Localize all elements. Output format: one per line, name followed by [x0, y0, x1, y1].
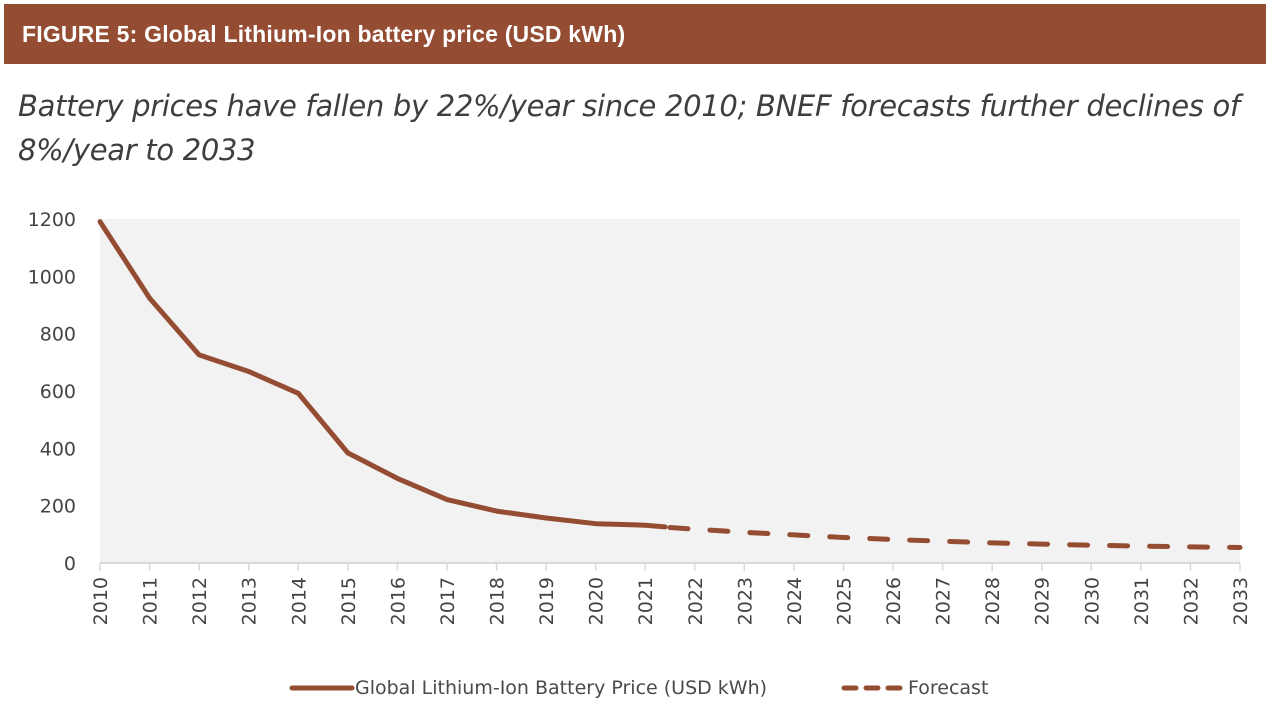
x-tick-label: 2032 — [1180, 577, 1202, 625]
x-tick-label: 2018 — [487, 577, 509, 625]
x-tick-label: 2010 — [90, 577, 112, 625]
x-tick-label: 2028 — [982, 577, 1004, 625]
x-tick-label: 2025 — [833, 577, 855, 625]
solid-line-swatch-icon — [289, 685, 355, 691]
dashed-line-swatch-icon — [841, 685, 908, 691]
y-tick-label: 1000 — [28, 266, 76, 288]
y-tick-label: 400 — [40, 438, 76, 460]
chart-legend: Global Lithium-Ion Battery Price (USD kW… — [0, 673, 1270, 703]
legend-label-forecast: Forecast — [908, 677, 989, 699]
x-tick-label: 2027 — [933, 577, 955, 625]
x-tick-label: 2024 — [784, 577, 806, 625]
x-tick-label: 2031 — [1131, 577, 1153, 625]
x-tick-label: 2022 — [685, 577, 707, 625]
chart-subtitle: Battery prices have fallen by 22%/year s… — [18, 89, 1240, 167]
y-tick-label: 200 — [40, 496, 76, 518]
y-tick-label: 0 — [64, 553, 76, 575]
plot-area — [100, 219, 1240, 563]
legend-label-price: Global Lithium-Ion Battery Price (USD kW… — [355, 677, 768, 699]
x-tick-label: 2012 — [189, 577, 211, 625]
y-tick-label: 800 — [40, 324, 76, 346]
x-tick-label: 2030 — [1081, 577, 1103, 625]
series-layer — [97, 219, 1243, 550]
y-tick-label: 1200 — [28, 209, 76, 231]
price-line — [97, 219, 668, 530]
x-tick-label: 2013 — [239, 577, 261, 625]
x-tick-label: 2033 — [1230, 577, 1252, 625]
y-tick-label: 600 — [40, 381, 76, 403]
x-tick-label: 2014 — [288, 577, 310, 625]
x-tick-label: 2021 — [635, 577, 657, 625]
x-tick-label: 2011 — [140, 577, 162, 625]
x-tick-label: 2020 — [586, 577, 608, 625]
y-axis: 0 200 400 600 800 1000 1200 — [28, 209, 76, 575]
x-tick-label: 2026 — [883, 577, 905, 625]
x-tick-label: 2015 — [338, 577, 360, 625]
legend-item-forecast: Forecast — [840, 673, 988, 703]
x-tick-label: 2023 — [734, 577, 756, 625]
x-axis: 2010 2011 2012 2013 2014 2015 2016 2017 2018 2019… — [90, 562, 1252, 625]
legend-item-price: Global Lithium-Ion Battery Price (USD kW… — [289, 673, 767, 703]
x-tick-label: 2017 — [437, 577, 459, 625]
x-tick-label: 2016 — [387, 577, 409, 625]
figure-title-banner: FIGURE 5: Global Lithium-Ion battery pri… — [4, 4, 1266, 64]
figure-title: FIGURE 5: Global Lithium-Ion battery pri… — [22, 21, 626, 47]
x-tick-label: 2019 — [536, 577, 558, 625]
x-tick-label: 2029 — [1032, 577, 1054, 625]
